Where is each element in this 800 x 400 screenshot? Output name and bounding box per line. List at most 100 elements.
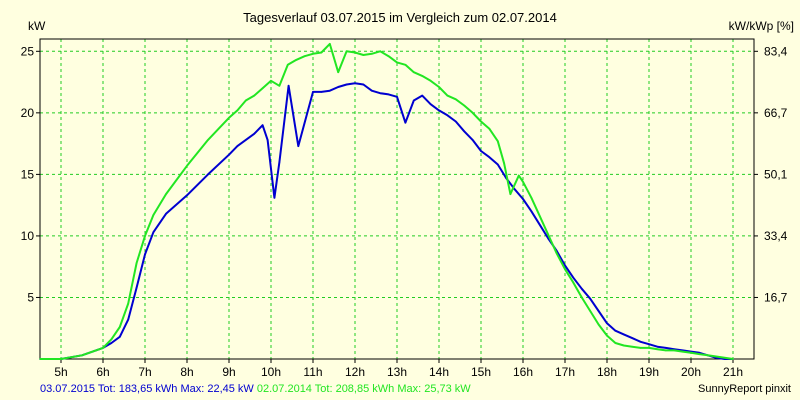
data-point [732,358,734,360]
y2-tick-label: 66,7 [764,106,788,120]
data-point [337,86,340,88]
data-point [509,193,512,195]
data-point [648,343,650,346]
x-tick-label: 13h [387,365,407,379]
data-point [606,334,608,337]
y2-tick-label: 50,1 [764,167,788,181]
data-point [597,323,600,326]
data-point [597,310,600,312]
credit-text: SunnyReport pinxit [698,383,791,395]
data-point [228,153,230,156]
data-point [207,139,209,141]
x-tick-label: 17h [555,365,575,379]
data-point [362,54,365,56]
data-point [329,89,331,92]
x-tick-label: 11h [303,365,322,379]
x-tick-label: 9h [222,365,235,379]
data-point [673,349,675,352]
x-tick-label: 12h [345,365,365,379]
data-point [186,194,188,197]
data-point [119,326,121,328]
data-point [295,59,298,61]
data-point [497,163,499,166]
data-point [707,354,709,357]
data-point [572,281,575,284]
x-tick-label: 18h [597,365,617,379]
data-point [297,145,300,147]
data-point [144,253,146,256]
data-point [102,347,104,349]
data-point [715,355,717,358]
data-point [39,358,41,360]
data-point [547,233,549,236]
data-point [421,75,424,77]
x-tick-label: 20h [681,365,701,379]
data-point [110,342,113,344]
y-axis-label-right: kW/kWp [%] [729,19,794,33]
data-point [522,181,524,183]
data-point [273,197,276,199]
data-point [698,353,701,355]
data-point [665,349,667,352]
x-tick-label: 8h [180,365,193,379]
data-point [135,286,138,289]
data-point [345,50,348,53]
data-point [488,128,491,130]
data-point [463,104,466,107]
data-point [387,55,390,57]
data-point [471,112,474,114]
x-tick-label: 14h [429,365,449,379]
y2-tick-label: 83,4 [764,44,788,58]
data-point [379,92,382,94]
data-point [354,82,356,85]
data-point [581,288,583,290]
x-tick-label: 6h [96,365,109,379]
legend-summary: 03.07.2015 Tot: 183,65 kWh Max: 22,45 kW… [40,383,471,395]
y-tick-label: 20 [21,106,35,120]
data-point [379,50,382,53]
data-point [429,103,432,105]
data-point [144,235,146,237]
series-layer [39,42,734,360]
data-point [631,337,633,339]
data-point [589,297,591,300]
y-tick-label: 25 [21,44,35,58]
data-point [320,91,323,93]
data-point [60,358,62,360]
data-point [253,133,255,135]
data-point [186,165,188,167]
data-point [455,120,457,123]
data-point [127,318,129,321]
data-point [278,85,281,87]
data-point [261,87,264,89]
data-point [681,350,684,353]
data-point [639,341,642,343]
data-point [518,174,520,177]
data-point [614,342,617,344]
data-point [287,64,289,66]
data-point [639,347,642,349]
data-point [387,93,390,96]
data-point [564,268,566,271]
data-point [623,344,625,347]
data-point [236,145,239,147]
data-point [345,83,348,86]
data-point [631,345,633,348]
data-point [165,193,167,195]
data-point [152,231,155,233]
data-point [564,264,566,267]
data-point [648,347,650,349]
data-point [438,109,440,112]
data-point [623,333,625,336]
data-point [396,61,398,64]
data-point [690,352,692,354]
data-point [614,329,617,332]
x-tick-label: 5h [54,365,67,379]
data-point [413,71,415,73]
data-point [362,83,365,86]
data-point [303,55,306,57]
data-point [413,99,415,102]
legend-series-1: 03.07.2015 Tot: 183,65 kWh Max: 22,45 kW [40,383,254,395]
data-point [723,357,726,359]
